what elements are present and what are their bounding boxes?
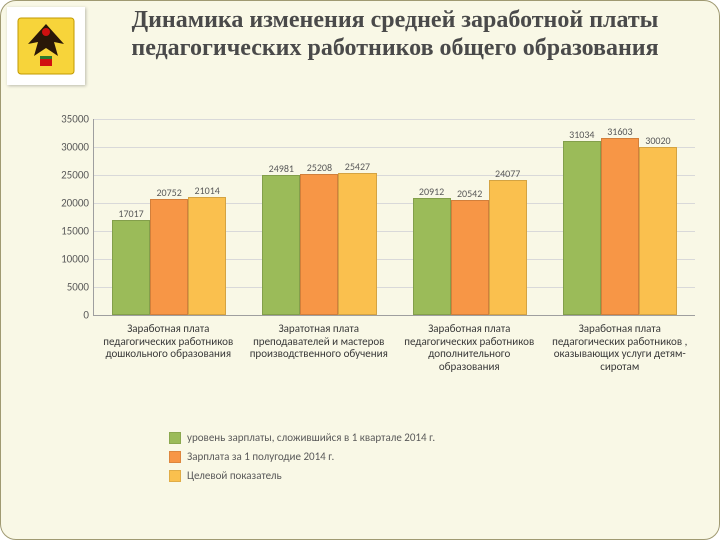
eagle-coat-of-arms-icon xyxy=(14,14,78,78)
bar: 25208 xyxy=(300,174,338,315)
legend-swatch xyxy=(169,451,181,463)
y-axis-tick: 30000 xyxy=(49,141,89,154)
legend-swatch xyxy=(169,432,181,444)
y-axis-tick: 20000 xyxy=(49,197,89,210)
page-title: Динамика изменения средней заработной пл… xyxy=(91,7,699,62)
legend-label: уровень зарплаты, сложившийся в 1 кварта… xyxy=(187,431,435,444)
bar: 30020 xyxy=(639,147,677,315)
bar-group: 170172075221014 xyxy=(94,119,244,315)
y-axis-tick: 5000 xyxy=(49,281,89,294)
legend-item: Зарплата за 1 полугодие 2014 г. xyxy=(169,450,679,463)
bar-value-label: 30020 xyxy=(645,134,670,147)
legend-item: Целевой показатель xyxy=(169,469,679,482)
bar-value-label: 20752 xyxy=(156,186,181,199)
bar-value-label: 24077 xyxy=(495,167,520,180)
bar: 24981 xyxy=(262,175,300,315)
bar-set: 249812520825427 xyxy=(262,119,376,315)
y-axis-tick: 10000 xyxy=(49,253,89,266)
y-axis-tick: 25000 xyxy=(49,169,89,182)
y-axis-tick: 15000 xyxy=(49,225,89,238)
legend-swatch xyxy=(169,470,181,482)
title-text: Динамика изменения средней заработной пл… xyxy=(131,7,658,61)
legend-label: Зарплата за 1 полугодие 2014 г. xyxy=(187,450,334,463)
x-axis-label: Заработная плата педагогических работник… xyxy=(93,321,244,421)
y-axis-tick: 0 xyxy=(49,309,89,322)
legend-label: Целевой показатель xyxy=(187,469,282,482)
bar: 20752 xyxy=(150,199,188,315)
bar-set: 209122054224077 xyxy=(413,119,527,315)
bar-value-label: 24981 xyxy=(269,162,294,175)
bar-value-label: 21014 xyxy=(195,184,220,197)
bar: 25427 xyxy=(338,173,376,315)
bar: 20542 xyxy=(451,200,489,315)
chart-legend: уровень зарплаты, сложившийся в 1 кварта… xyxy=(169,425,679,488)
x-axis-label: Заработная плата педагогических работник… xyxy=(545,321,696,421)
bar-group: 249812520825427 xyxy=(244,119,394,315)
bar-value-label: 25427 xyxy=(345,160,370,173)
bar-set: 170172075221014 xyxy=(112,119,226,315)
bar-set: 310343160330020 xyxy=(563,119,677,315)
bar-value-label: 17017 xyxy=(118,207,143,220)
x-axis-label: Заратотная плата преподавателей и мастер… xyxy=(244,321,395,421)
bar-value-label: 20912 xyxy=(419,185,444,198)
bar-value-label: 20542 xyxy=(457,187,482,200)
chart-plot-area: 1701720752210142498125208254272091220542… xyxy=(93,119,695,316)
bar: 31603 xyxy=(601,138,639,315)
bar: 20912 xyxy=(413,198,451,315)
bar-group: 209122054224077 xyxy=(395,119,545,315)
bar-chart: 05000100001500020000250003000035000 1701… xyxy=(49,119,699,509)
bar: 17017 xyxy=(112,220,150,315)
bar-group: 310343160330020 xyxy=(545,119,695,315)
legend-item: уровень зарплаты, сложившийся в 1 кварта… xyxy=(169,431,679,444)
slide: Динамика изменения средней заработной пл… xyxy=(0,0,720,540)
x-axis-label: Заработная плата педагогических работник… xyxy=(394,321,545,421)
chart-x-labels: Заработная плата педагогических работник… xyxy=(93,321,695,421)
bar-value-label: 31603 xyxy=(607,125,632,138)
logo-emblem xyxy=(7,7,85,85)
bar-value-label: 25208 xyxy=(307,161,332,174)
bar: 24077 xyxy=(489,180,527,315)
bar-value-label: 31034 xyxy=(569,128,594,141)
y-axis-tick: 35000 xyxy=(49,113,89,126)
bar: 31034 xyxy=(563,141,601,315)
bar: 21014 xyxy=(188,197,226,315)
